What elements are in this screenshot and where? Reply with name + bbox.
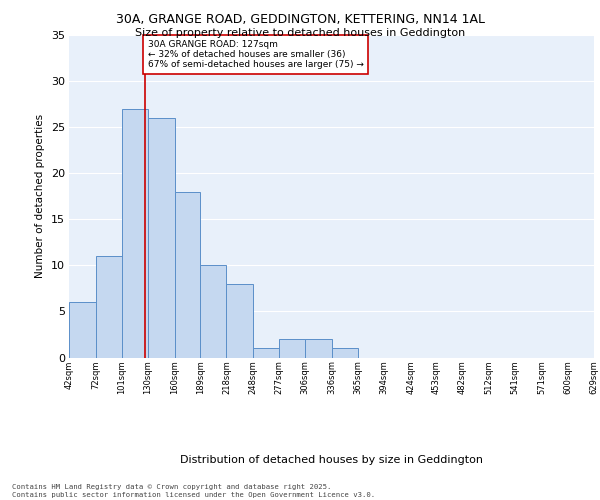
Bar	[175, 192, 200, 358]
Bar	[332, 348, 358, 358]
Bar	[200, 266, 226, 358]
Bar	[69, 302, 96, 358]
X-axis label: Distribution of detached houses by size in Geddington: Distribution of detached houses by size …	[180, 456, 483, 466]
Bar	[226, 284, 253, 358]
Text: Size of property relative to detached houses in Geddington: Size of property relative to detached ho…	[135, 28, 465, 38]
Bar	[96, 256, 122, 358]
Bar	[305, 339, 332, 357]
Text: Contains HM Land Registry data © Crown copyright and database right 2025.
Contai: Contains HM Land Registry data © Crown c…	[12, 484, 375, 498]
Bar	[122, 108, 148, 358]
Bar	[279, 339, 305, 357]
Text: 30A, GRANGE ROAD, GEDDINGTON, KETTERING, NN14 1AL: 30A, GRANGE ROAD, GEDDINGTON, KETTERING,…	[115, 12, 485, 26]
Text: 30A GRANGE ROAD: 127sqm
← 32% of detached houses are smaller (36)
67% of semi-de: 30A GRANGE ROAD: 127sqm ← 32% of detache…	[148, 40, 364, 70]
Bar	[253, 348, 279, 358]
Bar	[148, 118, 175, 358]
Y-axis label: Number of detached properties: Number of detached properties	[35, 114, 45, 278]
